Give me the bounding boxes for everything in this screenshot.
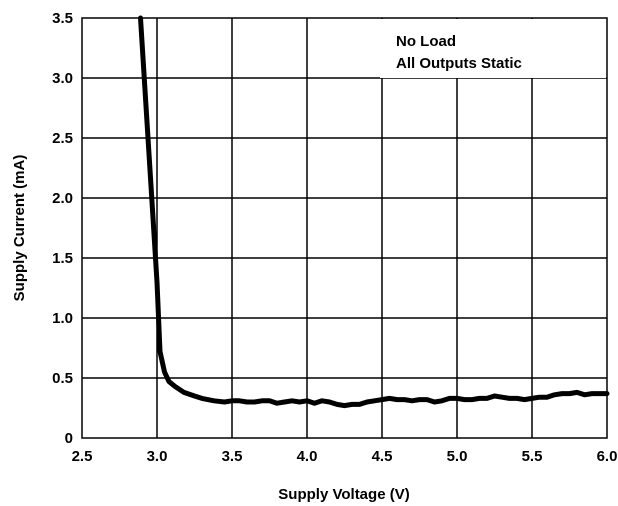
plot-area (82, 18, 607, 438)
y-tick-labels: 0 0.5 1.0 1.5 2.0 2.5 3.0 3.5 (52, 10, 73, 447)
x-tick-label: 5.0 (447, 448, 468, 465)
annotation-no-load: No Load (396, 33, 456, 50)
y-tick-label: 0.5 (52, 370, 73, 387)
y-tick-label: 2.0 (52, 190, 73, 207)
x-tick-label: 5.5 (522, 448, 543, 465)
annotation-outputs-static: All Outputs Static (396, 55, 522, 72)
plot-frame (81, 17, 608, 439)
y-tick-label: 1.0 (52, 310, 73, 327)
x-tick-label: 3.5 (222, 448, 243, 465)
x-tick-labels: 2.5 3.0 3.5 4.0 4.5 5.0 5.5 6.0 (72, 448, 618, 465)
y-tick-label: 0 (65, 430, 73, 447)
y-axis-label: Supply Current (mA) (11, 155, 28, 302)
x-tick-label: 2.5 (72, 448, 93, 465)
annotation-box (380, 19, 606, 78)
x-tick-label: 4.0 (297, 448, 318, 465)
y-tick-label: 3.5 (52, 10, 73, 27)
y-tick-label: 1.5 (52, 250, 73, 267)
x-tick-label: 4.5 (372, 448, 393, 465)
x-axis-label: Supply Voltage (V) (278, 486, 409, 503)
y-tick-label: 3.0 (52, 70, 73, 87)
x-tick-label: 3.0 (147, 448, 168, 465)
y-tick-label: 2.5 (52, 130, 73, 147)
x-tick-label: 6.0 (597, 448, 618, 465)
series-line (138, 15, 610, 409)
